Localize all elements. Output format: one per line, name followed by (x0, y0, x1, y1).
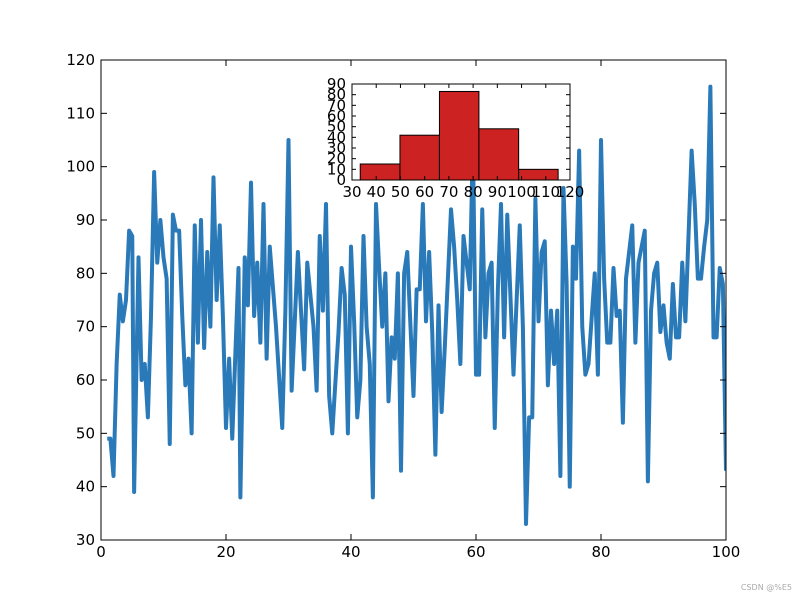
y-tick-label: 120 (66, 51, 95, 69)
x-tick-label: 120 (556, 183, 585, 201)
y-tick-label: 30 (327, 139, 346, 157)
y-tick-label: 50 (327, 118, 346, 136)
y-tick-label: 0 (336, 171, 346, 189)
x-tick-label: 30 (342, 183, 361, 201)
y-tick-label: 90 (327, 75, 346, 93)
axes-frame (351, 83, 571, 181)
y-tick-label: 20 (327, 150, 346, 168)
x-tick-label: 40 (341, 543, 360, 561)
histogram-bar (438, 90, 480, 181)
x-tick-label: 110 (531, 183, 560, 201)
x-tick-label: 80 (591, 543, 610, 561)
x-tick-label: 20 (216, 543, 235, 561)
y-tick-label: 70 (76, 318, 95, 336)
data-line (107, 84, 726, 526)
x-tick-label: 90 (488, 183, 507, 201)
y-tick-label: 100 (66, 158, 95, 176)
x-tick-label: 0 (96, 543, 106, 561)
y-tick-label: 40 (76, 478, 95, 496)
y-tick-label: 50 (76, 424, 95, 442)
y-tick-label: 40 (327, 128, 346, 146)
x-tick-label: 100 (712, 543, 741, 561)
y-tick-label: 110 (66, 104, 95, 122)
x-tick-label: 100 (507, 183, 536, 201)
y-tick-label: 90 (76, 211, 95, 229)
y-tick-label: 60 (76, 371, 95, 389)
histogram-bar (518, 168, 559, 181)
y-tick-label: 80 (327, 86, 346, 104)
x-tick-label: 70 (439, 183, 458, 201)
x-tick-label: 60 (466, 543, 485, 561)
y-tick-label: 60 (327, 107, 346, 125)
y-tick-label: 10 (327, 160, 346, 178)
histogram-bar (399, 134, 440, 181)
histogram-bar (478, 128, 520, 181)
x-tick-label: 80 (464, 183, 483, 201)
x-tick-label: 40 (367, 183, 386, 201)
histogram-bar (359, 163, 401, 181)
y-tick-label: 70 (327, 96, 346, 114)
x-tick-label: 60 (415, 183, 434, 201)
x-tick-label: 50 (391, 183, 410, 201)
y-tick-label: 30 (76, 531, 95, 549)
axes-frame (100, 59, 727, 541)
watermark: CSDN @%E5 (741, 583, 792, 592)
y-tick-label: 80 (76, 264, 95, 282)
